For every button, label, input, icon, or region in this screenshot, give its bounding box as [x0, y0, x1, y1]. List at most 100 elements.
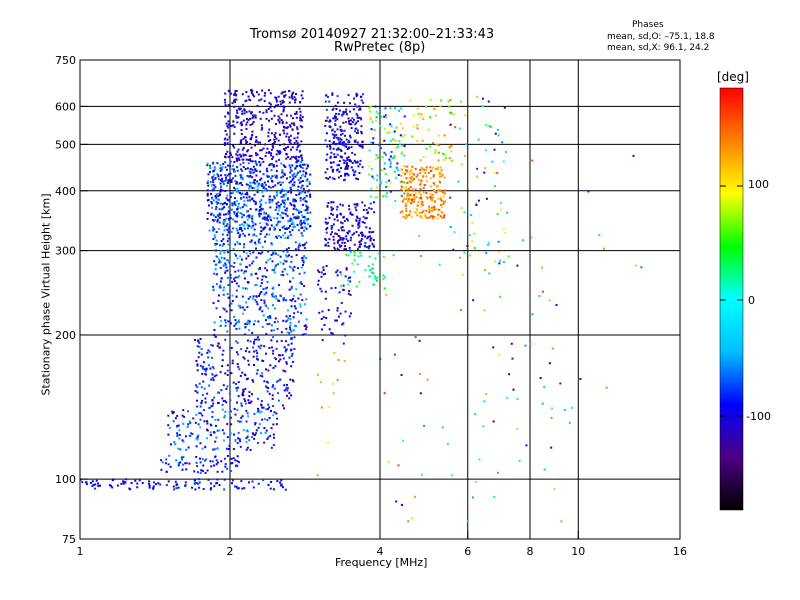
echo-point [282, 189, 285, 192]
echo-point [287, 317, 290, 320]
echo-point [234, 276, 237, 279]
echo-point [347, 292, 350, 295]
echo-point [248, 216, 251, 219]
echo-point [274, 122, 277, 125]
echo-point [262, 359, 265, 362]
echo-point [232, 124, 235, 127]
echo-point [231, 362, 234, 365]
echo-point [516, 264, 519, 267]
echo-point [215, 208, 218, 211]
echo-point [293, 324, 296, 327]
echo-point [224, 270, 227, 273]
echo-point [276, 192, 279, 195]
echo-point [420, 202, 423, 205]
echo-point [301, 234, 304, 237]
echo-point [215, 273, 218, 276]
echo-point [305, 298, 308, 301]
echo-point [330, 212, 333, 215]
echo-point [432, 142, 435, 145]
echo-point [293, 265, 296, 268]
echo-point [209, 431, 212, 434]
phases-x-stats: mean, sd,X: 96.1, 24.2 [607, 43, 710, 53]
echo-point [224, 271, 227, 274]
echo-point [225, 447, 228, 450]
echo-point [209, 181, 212, 184]
echo-point [375, 279, 378, 282]
echo-point [408, 212, 411, 215]
echo-point [224, 410, 227, 413]
echo-point [279, 100, 282, 103]
echo-point [232, 381, 235, 384]
echo-point [209, 423, 212, 426]
echo-point [212, 402, 215, 405]
echo-point [368, 207, 371, 210]
echo-point [416, 214, 419, 217]
echo-point [459, 100, 462, 103]
echo-point [254, 116, 257, 119]
echo-point [295, 165, 298, 168]
echo-point [230, 309, 233, 312]
echo-point [237, 365, 240, 368]
echo-point [318, 311, 321, 314]
echo-point [271, 352, 274, 355]
echo-point [262, 314, 265, 317]
echo-point [403, 134, 406, 137]
echo-point [326, 205, 329, 208]
echo-point [216, 214, 219, 217]
echo-point [553, 488, 556, 491]
echo-point [483, 269, 486, 272]
echo-point [429, 166, 432, 169]
echo-point [344, 248, 347, 251]
echo-point [216, 345, 219, 348]
echo-point [264, 431, 267, 434]
echo-point [267, 386, 270, 389]
echo-point [457, 180, 460, 183]
echo-point [382, 278, 385, 281]
echo-point [219, 167, 222, 170]
echo-point [487, 241, 490, 244]
echo-point [434, 216, 437, 219]
echo-point [248, 117, 251, 120]
echo-point [246, 121, 249, 124]
echo-point [301, 167, 304, 170]
echo-point [276, 480, 279, 483]
echo-point [347, 283, 350, 286]
echo-point [438, 263, 441, 266]
echo-point [268, 150, 271, 153]
echo-point [362, 215, 365, 218]
echo-point [293, 181, 296, 184]
echo-point [221, 166, 224, 169]
echo-point [329, 120, 332, 123]
echo-point [281, 195, 284, 198]
echo-point [219, 266, 222, 269]
echo-point [379, 124, 382, 127]
echo-point [280, 273, 283, 276]
echo-point [296, 128, 299, 131]
echo-point [245, 437, 248, 440]
echo-point [415, 175, 418, 178]
echo-point [214, 243, 217, 246]
echo-point [401, 127, 404, 130]
echo-point [332, 223, 335, 226]
echo-point [361, 146, 364, 149]
echo-point [204, 370, 207, 373]
echo-point [248, 395, 251, 398]
echo-point [266, 280, 269, 283]
echo-point [281, 99, 284, 102]
echo-point [340, 149, 343, 152]
echo-point [265, 291, 268, 294]
echo-point [254, 169, 257, 172]
echo-point [414, 192, 417, 195]
echo-point [280, 216, 283, 219]
echo-point [285, 157, 288, 160]
echo-point [376, 276, 379, 279]
echo-point [331, 213, 334, 216]
echo-point [217, 215, 220, 218]
echo-point [236, 116, 239, 119]
echo-point [270, 409, 273, 412]
echo-point [219, 284, 222, 287]
echo-point [299, 305, 302, 308]
echo-point [232, 168, 235, 171]
echo-point [303, 243, 306, 246]
echo-point [448, 146, 451, 149]
